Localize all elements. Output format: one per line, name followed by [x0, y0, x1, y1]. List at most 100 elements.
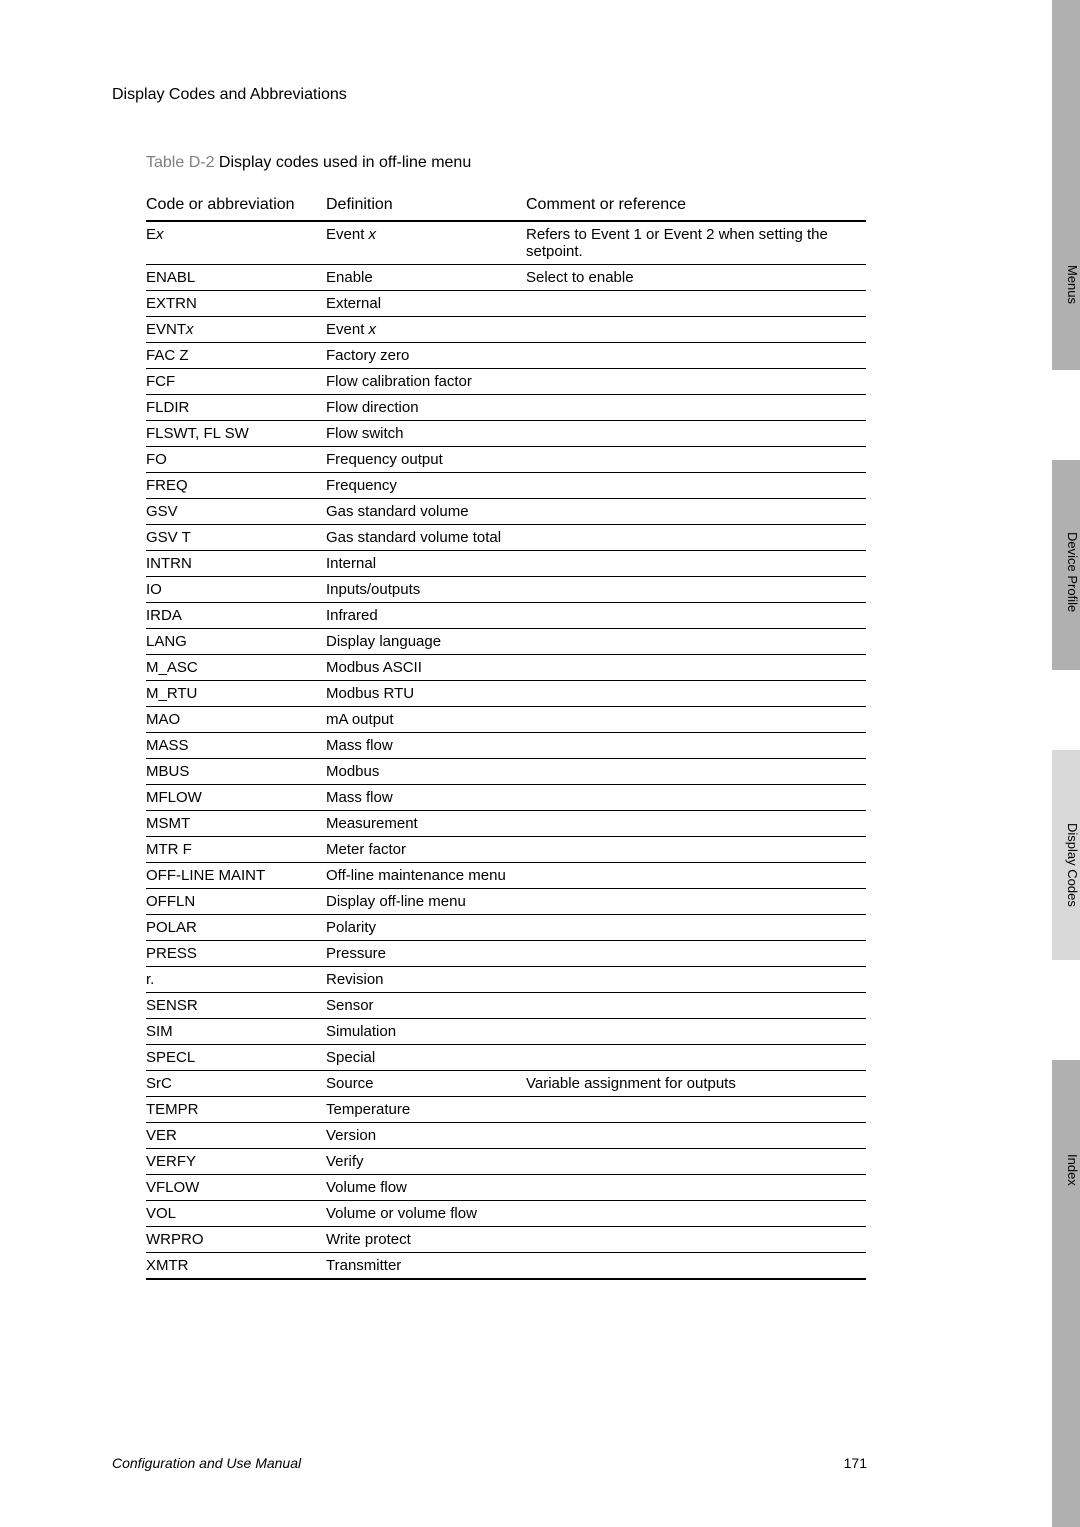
table-row: MASSMass flow: [146, 733, 866, 759]
cell-code: GSV: [146, 499, 326, 525]
cell-comment: [526, 317, 866, 343]
cell-definition: mA output: [326, 707, 526, 733]
table-row: SENSRSensor: [146, 993, 866, 1019]
cell-comment: Refers to Event 1 or Event 2 when settin…: [526, 221, 866, 265]
cell-comment: [526, 291, 866, 317]
cell-definition: Inputs/outputs: [326, 577, 526, 603]
tab-index[interactable]: Index: [1052, 1060, 1080, 1260]
cell-comment: [526, 837, 866, 863]
cell-definition: Event x: [326, 221, 526, 265]
caption-title: Display codes used in off-line menu: [214, 154, 471, 171]
tab-spacer: [1052, 1260, 1080, 1527]
cell-code: FCF: [146, 369, 326, 395]
table-row: ENABLEnableSelect to enable: [146, 265, 866, 291]
cell-definition: Modbus ASCII: [326, 655, 526, 681]
cell-code: SIM: [146, 1019, 326, 1045]
cell-definition: Gas standard volume: [326, 499, 526, 525]
cell-code: SENSR: [146, 993, 326, 1019]
table-row: M_ASCModbus ASCII: [146, 655, 866, 681]
tab-device-profile[interactable]: Device Profile: [1052, 460, 1080, 670]
cell-definition: Volume flow: [326, 1175, 526, 1201]
cell-code: MSMT: [146, 811, 326, 837]
table-row: MSMTMeasurement: [146, 811, 866, 837]
cell-comment: [526, 993, 866, 1019]
cell-comment: Select to enable: [526, 265, 866, 291]
cell-definition: Factory zero: [326, 343, 526, 369]
cell-code: PRESS: [146, 941, 326, 967]
table-row: IRDAInfrared: [146, 603, 866, 629]
cell-definition: Source: [326, 1071, 526, 1097]
cell-code: SPECL: [146, 1045, 326, 1071]
cell-code: POLAR: [146, 915, 326, 941]
table-row: GSV TGas standard volume total: [146, 525, 866, 551]
cell-code: MFLOW: [146, 785, 326, 811]
tab-display-codes[interactable]: Display Codes: [1052, 750, 1080, 960]
table-row: IOInputs/outputs: [146, 577, 866, 603]
cell-code: Ex: [146, 221, 326, 265]
table-row: ExEvent xRefers to Event 1 or Event 2 wh…: [146, 221, 866, 265]
tab-menus[interactable]: Menus: [1052, 170, 1080, 370]
cell-code: FO: [146, 447, 326, 473]
cell-comment: [526, 577, 866, 603]
cell-code: EXTRN: [146, 291, 326, 317]
cell-definition: Mass flow: [326, 733, 526, 759]
table-row: TEMPRTemperature: [146, 1097, 866, 1123]
table-row: FOFrequency output: [146, 447, 866, 473]
cell-definition: Display off-line menu: [326, 889, 526, 915]
cell-code: VOL: [146, 1201, 326, 1227]
cell-comment: [526, 629, 866, 655]
page-number: 171: [844, 1455, 867, 1471]
cell-definition: Version: [326, 1123, 526, 1149]
cell-definition: Verify: [326, 1149, 526, 1175]
cell-comment: [526, 655, 866, 681]
cell-comment: [526, 525, 866, 551]
table-row: SIMSimulation: [146, 1019, 866, 1045]
cell-code: IRDA: [146, 603, 326, 629]
cell-definition: Meter factor: [326, 837, 526, 863]
table-row: POLARPolarity: [146, 915, 866, 941]
cell-code: FREQ: [146, 473, 326, 499]
side-tabs: Menus Device Profile Display Codes Index: [1052, 0, 1080, 1527]
table-row: r.Revision: [146, 967, 866, 993]
cell-definition: Frequency: [326, 473, 526, 499]
cell-code: OFF-LINE MAINT: [146, 863, 326, 889]
cell-comment: [526, 473, 866, 499]
cell-comment: [526, 551, 866, 577]
cell-code: M_RTU: [146, 681, 326, 707]
cell-comment: [526, 499, 866, 525]
cell-comment: Variable assignment for outputs: [526, 1071, 866, 1097]
cell-code: VFLOW: [146, 1175, 326, 1201]
table-row: VFLOWVolume flow: [146, 1175, 866, 1201]
cell-definition: Simulation: [326, 1019, 526, 1045]
cell-code: LANG: [146, 629, 326, 655]
cell-definition: Volume or volume flow: [326, 1201, 526, 1227]
table-row: FREQFrequency: [146, 473, 866, 499]
cell-code: ENABL: [146, 265, 326, 291]
cell-definition: Pressure: [326, 941, 526, 967]
table-row: FLDIRFlow direction: [146, 395, 866, 421]
cell-comment: [526, 681, 866, 707]
cell-code: MASS: [146, 733, 326, 759]
cell-definition: Polarity: [326, 915, 526, 941]
table-row: EXTRNExternal: [146, 291, 866, 317]
cell-code: FLDIR: [146, 395, 326, 421]
cell-code: MAO: [146, 707, 326, 733]
cell-definition: Gas standard volume total: [326, 525, 526, 551]
display-codes-table: Code or abbreviation Definition Comment …: [146, 190, 866, 1280]
cell-definition: Infrared: [326, 603, 526, 629]
cell-code: WRPRO: [146, 1227, 326, 1253]
table-row: MAOmA output: [146, 707, 866, 733]
cell-definition: Write protect: [326, 1227, 526, 1253]
cell-comment: [526, 1097, 866, 1123]
cell-code: GSV T: [146, 525, 326, 551]
cell-comment: [526, 369, 866, 395]
cell-definition: Sensor: [326, 993, 526, 1019]
cell-comment: [526, 733, 866, 759]
cell-comment: [526, 915, 866, 941]
table-row: M_RTUModbus RTU: [146, 681, 866, 707]
table-row: EVNTxEvent x: [146, 317, 866, 343]
cell-code: MTR F: [146, 837, 326, 863]
cell-comment: [526, 1045, 866, 1071]
cell-comment: [526, 447, 866, 473]
cell-definition: Flow switch: [326, 421, 526, 447]
